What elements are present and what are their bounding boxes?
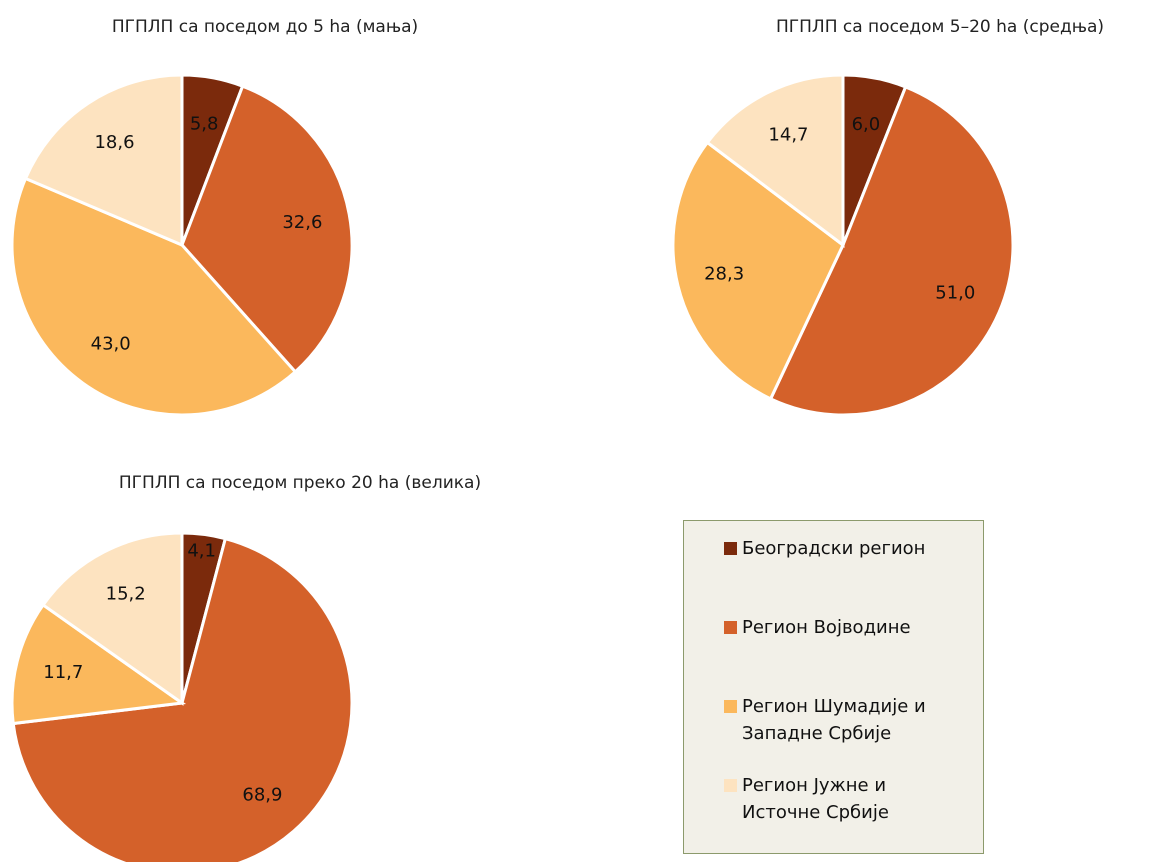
data-label: 5,8	[190, 114, 219, 135]
data-label: 6,0	[852, 114, 881, 135]
data-label: 14,7	[768, 124, 808, 145]
data-label: 68,9	[242, 784, 282, 805]
pie-slice	[41, 531, 184, 706]
data-label: 15,2	[106, 583, 146, 604]
legend-swatch	[724, 779, 737, 792]
legend-item: Регион Јужне и Источне Србије	[724, 772, 962, 826]
legend-label: Регион Шумадије и Западне Србије	[742, 696, 926, 744]
legend-swatch	[724, 621, 737, 634]
data-label: 4,1	[187, 540, 216, 561]
data-label: 11,7	[43, 662, 83, 683]
legend-swatch	[724, 700, 737, 713]
chart-title: ПГПЛП са поседом 5–20 ha (средња)	[776, 17, 1104, 37]
pie-slice	[11, 536, 354, 862]
pie-slice	[10, 602, 187, 726]
pie-slice	[23, 73, 184, 248]
pie-slice	[10, 176, 298, 417]
data-label: 51,0	[935, 283, 975, 304]
data-label: 43,0	[91, 333, 131, 354]
pie-slice	[705, 73, 845, 249]
legend-swatch	[724, 542, 737, 555]
pie-slice	[180, 84, 354, 374]
data-label: 32,6	[282, 212, 322, 233]
legend-item: Регион Шумадије и Западне Србије	[724, 693, 962, 747]
chart-title: ПГПЛП са поседом до 5 ha (мања)	[112, 17, 418, 37]
data-label: 28,3	[704, 263, 744, 284]
legend-item: Београдски регион	[724, 535, 962, 562]
legend-label: Регион Војводине	[742, 617, 911, 638]
pie-slice	[671, 140, 845, 401]
legend-item: Регион Војводине	[724, 614, 962, 641]
data-label: 18,6	[94, 132, 134, 153]
legend-label: Београдски регион	[742, 538, 926, 559]
legend-label: Регион Јужне и Источне Србије	[742, 775, 889, 823]
pie-slice	[768, 84, 1015, 417]
legend: Београдски регион Регион Војводине Регион …	[683, 520, 984, 854]
chart-title: ПГПЛП са поседом преко 20 ha (велика)	[119, 473, 481, 493]
